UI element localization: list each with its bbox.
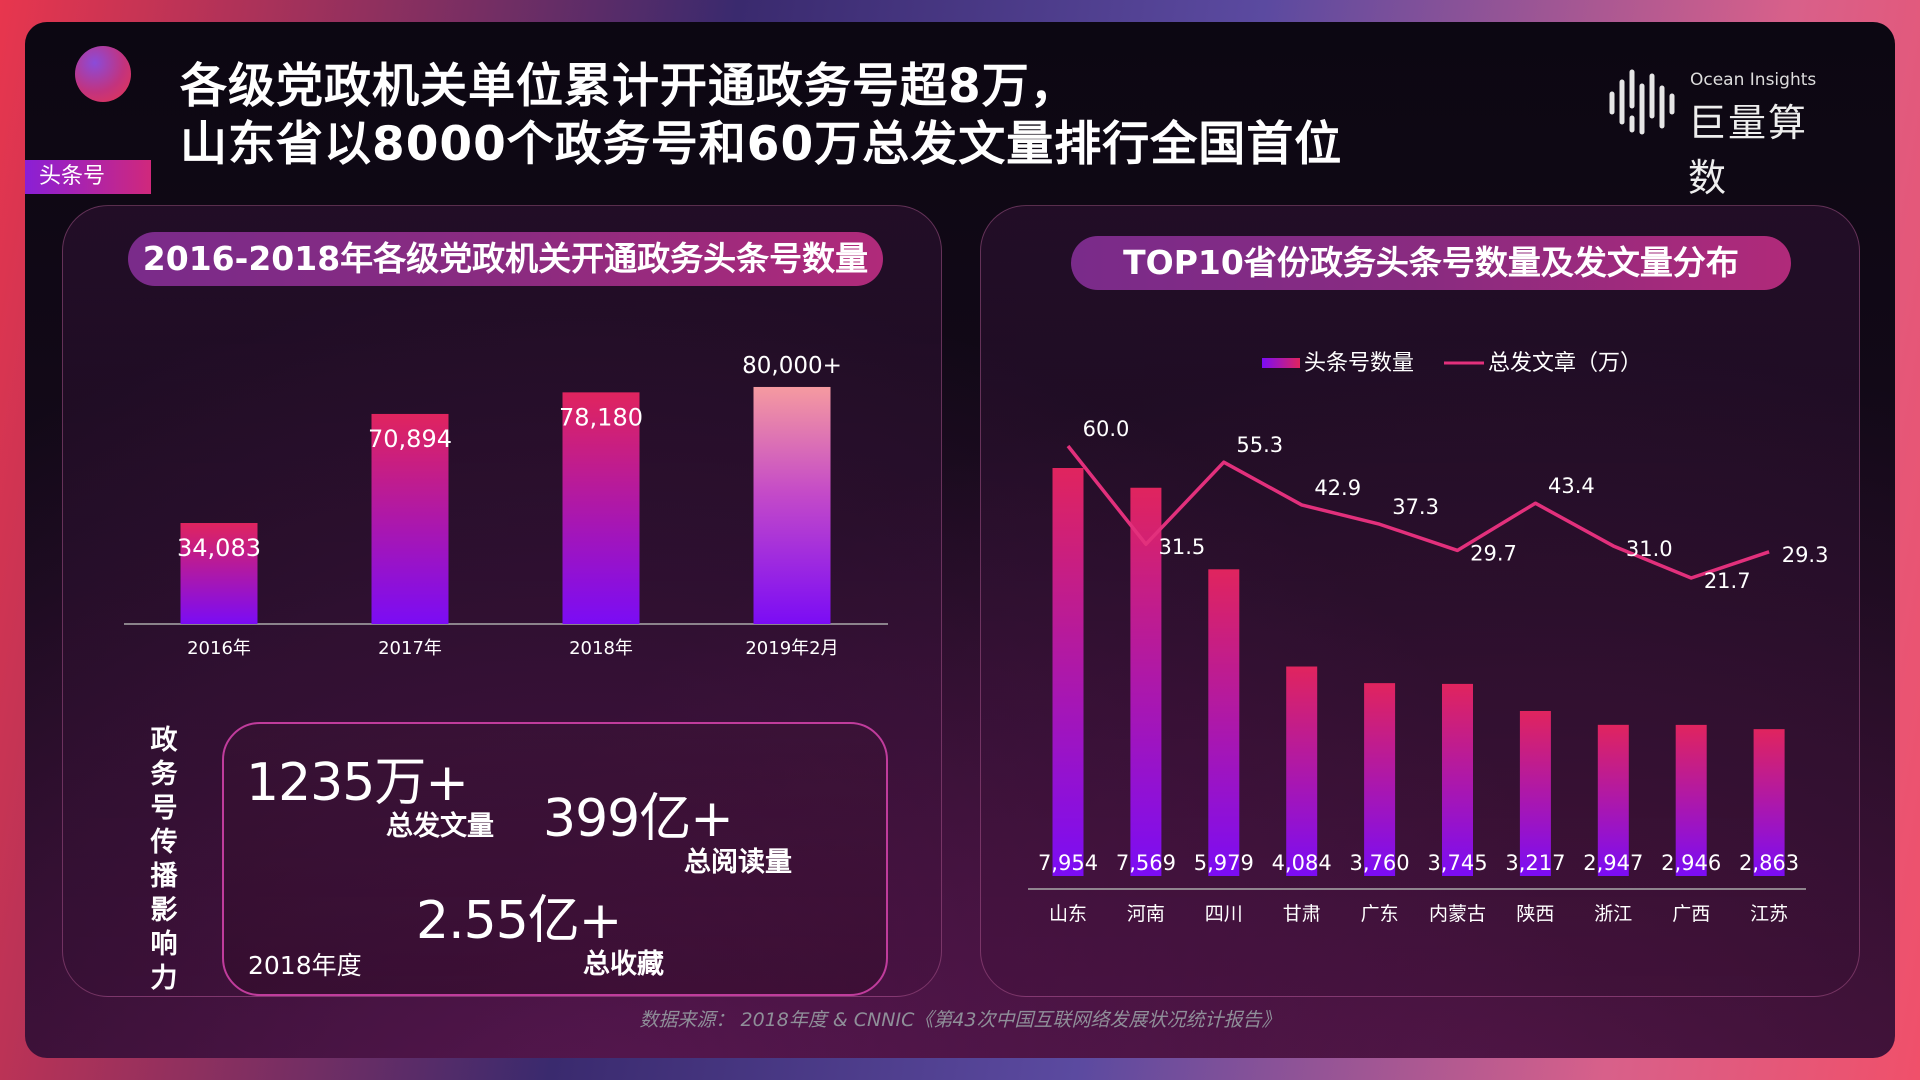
line-value-label: 37.3 bbox=[1392, 495, 1439, 519]
bar bbox=[371, 413, 449, 624]
x-tick-label: 内蒙古 bbox=[1429, 903, 1486, 925]
bar bbox=[1052, 468, 1084, 876]
bar bbox=[1130, 487, 1162, 876]
total-posts-value: 1235万+ bbox=[246, 753, 469, 813]
impact-vertical-title: 政务号传播影响力 bbox=[150, 725, 178, 994]
bar bbox=[1597, 724, 1629, 876]
legend-line-label: 总发文章（万） bbox=[1488, 351, 1642, 376]
bar bbox=[1364, 683, 1396, 876]
bar bbox=[1286, 666, 1318, 876]
x-tick-label: 江苏 bbox=[1750, 903, 1788, 925]
bar-value-label: 2,863 bbox=[1739, 851, 1799, 875]
bar bbox=[562, 392, 640, 624]
x-tick-label: 2016年 bbox=[187, 638, 251, 659]
line-series bbox=[1066, 444, 1770, 580]
legend-bar-swatch bbox=[1262, 358, 1300, 368]
x-tick-label: 河南 bbox=[1127, 903, 1165, 925]
bar bbox=[1675, 724, 1707, 876]
line-value-label: 29.7 bbox=[1470, 541, 1517, 565]
x-tick-label: 甘肃 bbox=[1283, 903, 1321, 925]
title-line-1: 各级党政机关单位累计开通政务号超8万， bbox=[180, 59, 1078, 114]
bar-value-label: 2,947 bbox=[1583, 851, 1643, 875]
bar-value-label: 5,979 bbox=[1194, 851, 1254, 875]
total-favs-value: 2.55亿+ bbox=[416, 891, 622, 951]
legend-bar-label: 头条号数量 bbox=[1304, 351, 1414, 376]
data-label: 70,894 bbox=[368, 425, 452, 453]
data-source-note: 数据来源： 2018年度 & CNNIC《第43次中国互联网络发展状况统计报告》 bbox=[639, 1009, 1281, 1031]
total-reads-value: 399亿+ bbox=[543, 789, 734, 849]
bar-value-label: 3,745 bbox=[1427, 851, 1487, 875]
bar bbox=[180, 523, 258, 624]
total-posts-label: 总发文量 bbox=[386, 811, 494, 842]
page-title: 各级党政机关单位累计开通政务号超8万， 山东省以8000个政务号和60万总发文量… bbox=[180, 58, 1342, 174]
total-favs-label: 总收藏 bbox=[583, 949, 664, 980]
line-value-label: 31.0 bbox=[1626, 537, 1673, 561]
line-value-label: 29.3 bbox=[1782, 543, 1829, 567]
bar bbox=[753, 386, 831, 624]
right-chart-title: TOP10省份政务头条号数量及发文量分布 bbox=[1071, 236, 1791, 290]
x-tick-label: 陕西 bbox=[1516, 903, 1554, 925]
total-reads-label: 总阅读量 bbox=[684, 847, 792, 878]
impact-stats-box bbox=[222, 722, 888, 996]
bar bbox=[1519, 710, 1551, 876]
right-panel bbox=[980, 205, 1860, 997]
title-line-2: 山东省以8000个政务号和60万总发文量排行全国首位 bbox=[180, 117, 1343, 172]
brand-logo: Ocean Insights 巨量算数 bbox=[1606, 66, 1846, 200]
x-tick-label: 山东 bbox=[1049, 903, 1087, 925]
data-label: 34,083 bbox=[177, 534, 261, 562]
x-tick-label: 2017年 bbox=[378, 638, 442, 659]
audio-bars-icon bbox=[1609, 69, 1675, 135]
bar-value-label: 3,217 bbox=[1505, 851, 1565, 875]
line-value-label: 60.0 bbox=[1083, 417, 1130, 441]
x-tick-label: 浙江 bbox=[1594, 903, 1632, 925]
bar-value-label: 3,760 bbox=[1350, 851, 1410, 875]
left-chart-title: 2016-2018年各级党政机关开通政务头条号数量 bbox=[128, 232, 883, 286]
logo-name: 巨量算数 bbox=[1688, 101, 1809, 200]
line-value-label: 42.9 bbox=[1314, 476, 1361, 500]
source-tag: 头条号 bbox=[25, 160, 151, 194]
x-tick-label: 2018年 bbox=[569, 638, 633, 659]
bar-value-label: 2,946 bbox=[1661, 851, 1721, 875]
bar bbox=[1208, 569, 1240, 876]
data-label: 78,180 bbox=[559, 403, 643, 431]
x-tick-label: 广东 bbox=[1361, 903, 1399, 925]
background-card bbox=[25, 22, 1895, 1058]
logo-subtitle: Ocean Insights bbox=[1690, 70, 1817, 90]
x-tick-label: 四川 bbox=[1205, 903, 1243, 925]
data-label: 80,000+ bbox=[742, 353, 842, 379]
bar-value-label: 7,569 bbox=[1116, 851, 1176, 875]
x-tick-label: 广西 bbox=[1672, 903, 1710, 925]
line-value-label: 21.7 bbox=[1704, 569, 1751, 593]
line-value-label: 31.5 bbox=[1159, 535, 1206, 559]
bar bbox=[1753, 729, 1785, 876]
bar-value-label: 4,084 bbox=[1272, 851, 1332, 875]
line-value-label: 43.4 bbox=[1548, 474, 1595, 498]
bar-value-label: 7,954 bbox=[1038, 851, 1098, 875]
line-value-label: 55.3 bbox=[1236, 433, 1283, 457]
decorative-circle bbox=[75, 46, 131, 102]
bar bbox=[1442, 683, 1473, 876]
year-label: 2018年度 bbox=[248, 951, 362, 980]
x-tick-label: 2019年2月 bbox=[745, 638, 838, 659]
